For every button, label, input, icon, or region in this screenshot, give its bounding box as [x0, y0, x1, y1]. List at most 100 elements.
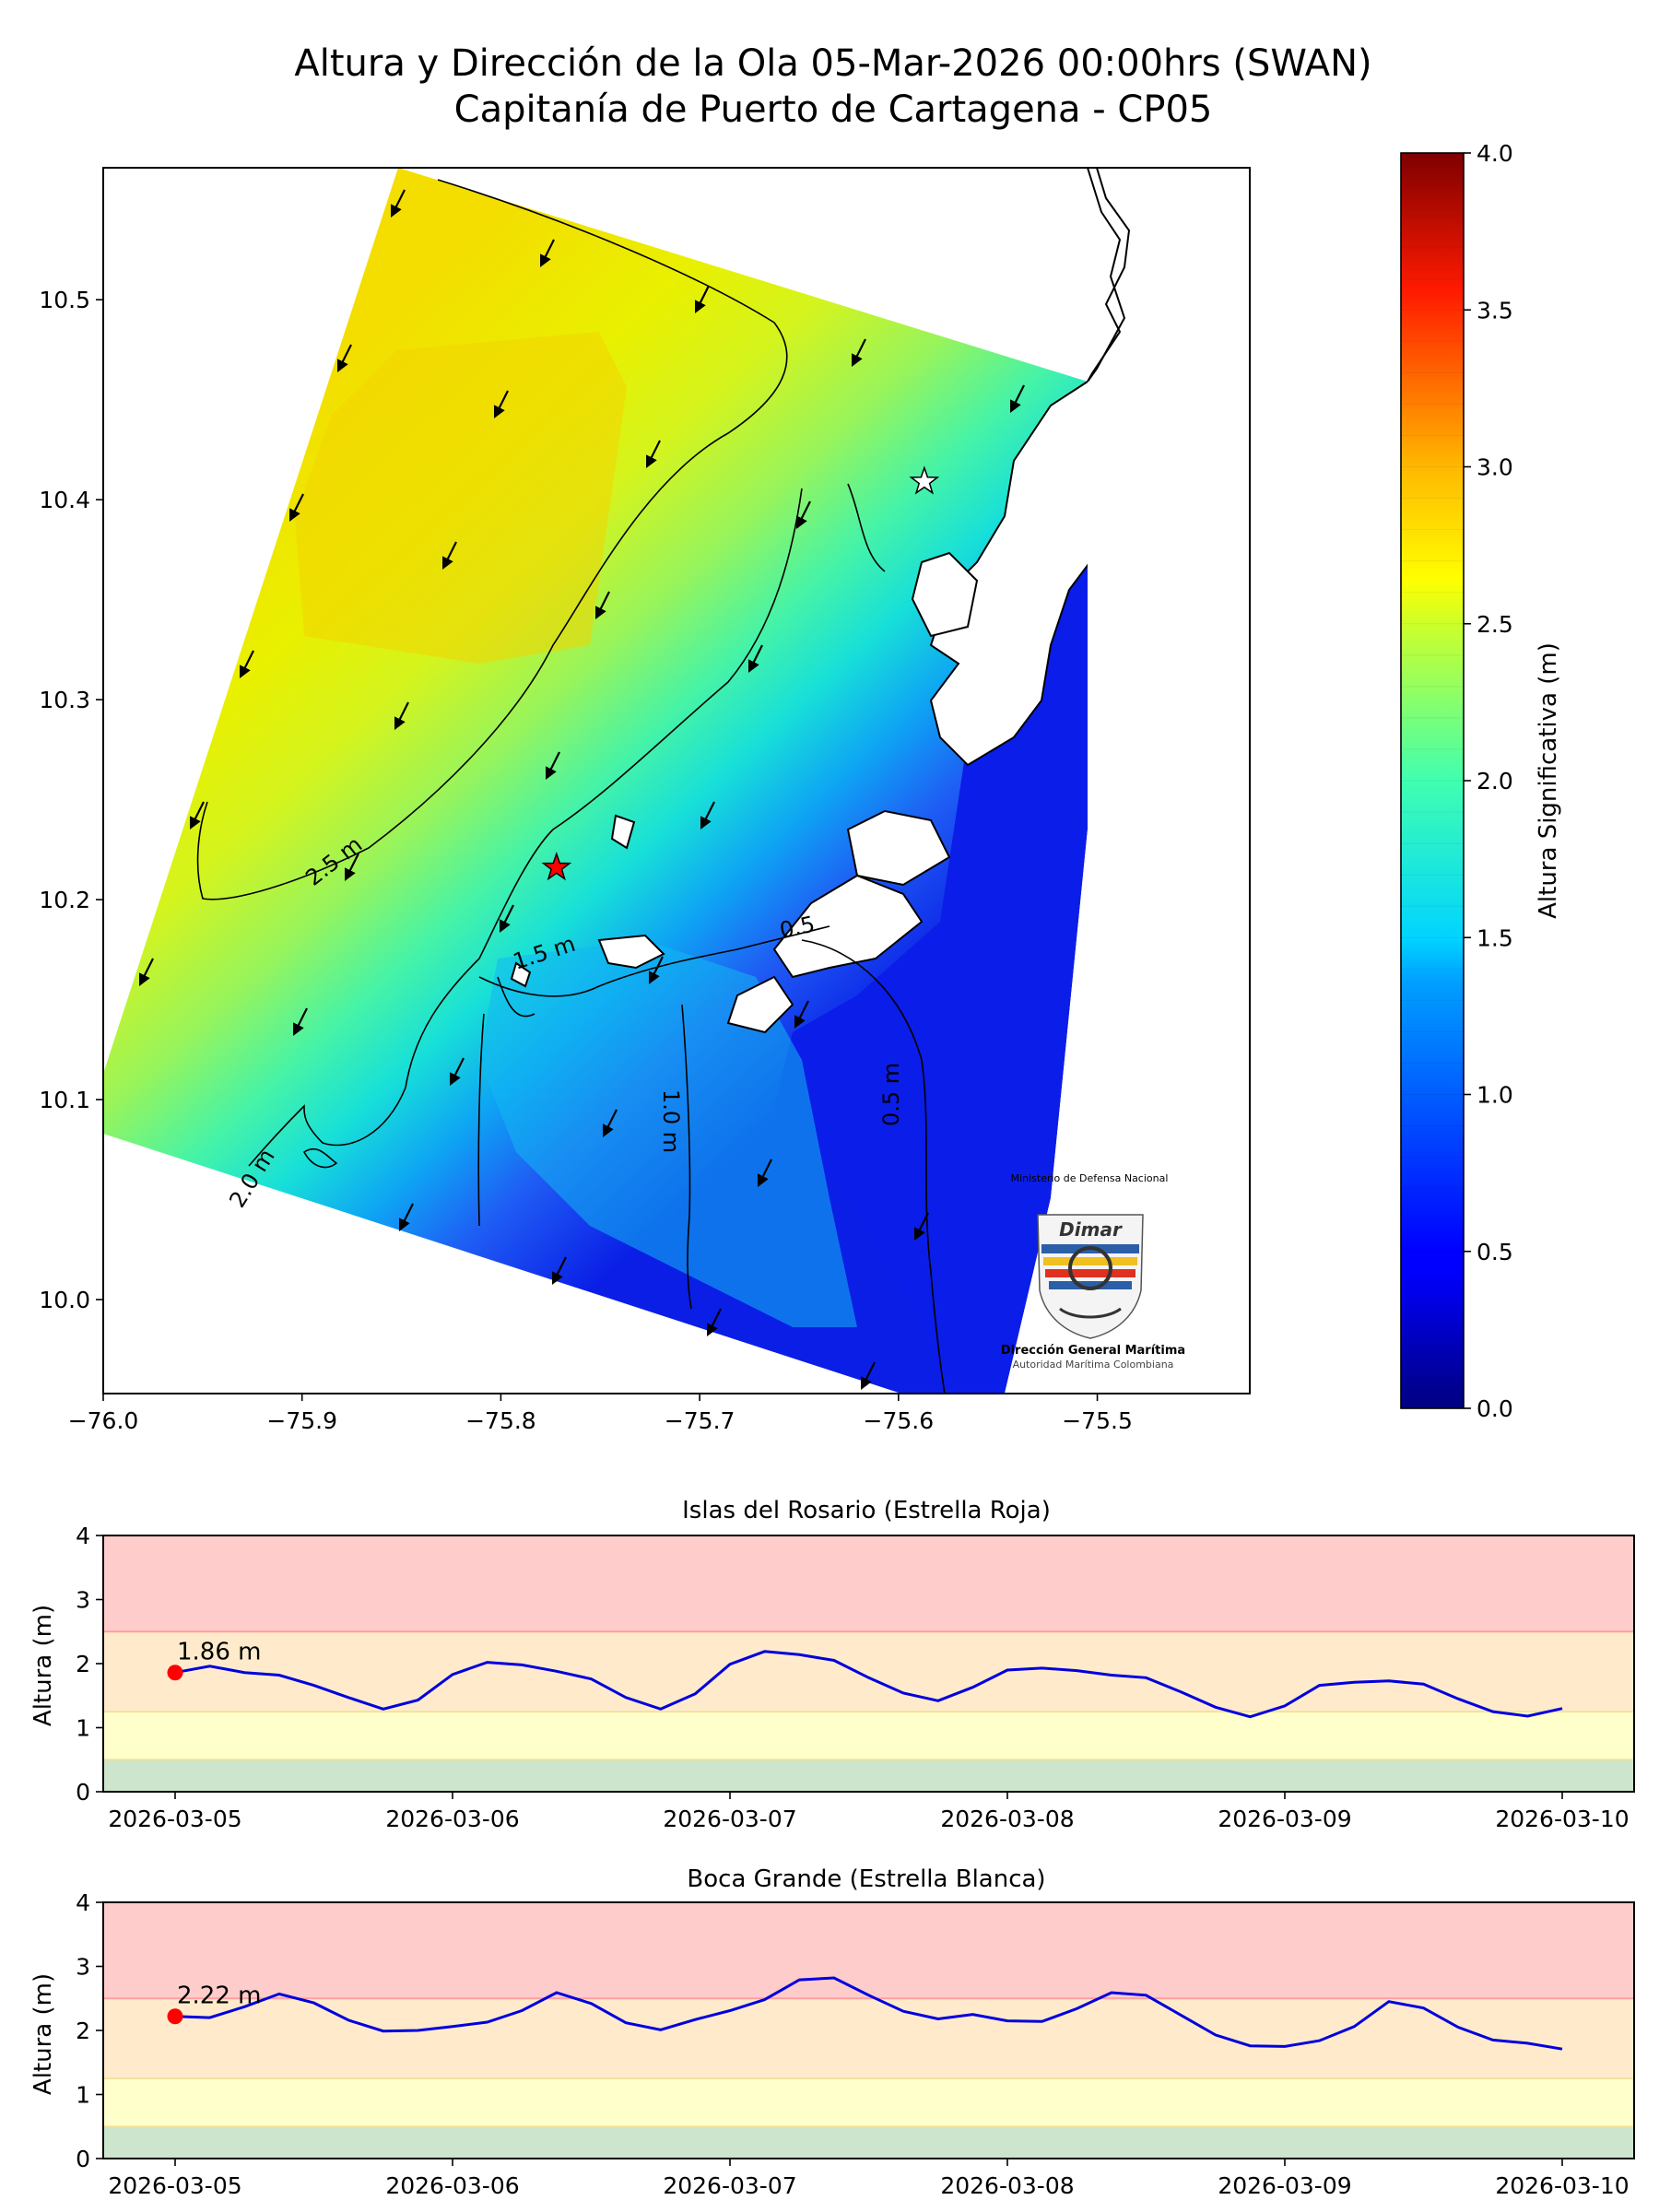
contour-1p0: [477, 1004, 692, 1310]
ts2-ylabel: Altura (m): [29, 1973, 57, 2095]
current-value-dot: [167, 2008, 183, 2025]
dimar-logo: Ministerio de Defensa Nacional Dimar Dir…: [1001, 1172, 1185, 1371]
logo-stripe-red: [1045, 1269, 1135, 1277]
colorbar-tick-label: 1.5: [1477, 924, 1513, 951]
mid-blue-region: [479, 940, 857, 1327]
direction-arrow: [695, 285, 710, 313]
direction-arrow: [595, 591, 610, 619]
xtick-label: 2026-03-09: [1218, 1806, 1351, 1832]
mainland-coast-line: [1087, 168, 1126, 382]
ts1-title: Islas del Rosario (Estrella Roja): [682, 1497, 1051, 1524]
contour-label-1p0: 1.0 m: [658, 1089, 684, 1153]
logo-stripe-yellow: [1043, 1257, 1137, 1265]
direction-arrow: [646, 440, 661, 468]
xtick-label: 2026-03-07: [663, 1806, 796, 1832]
colorbar-tick-label: 2.5: [1477, 611, 1513, 638]
direction-arrow: [399, 1203, 414, 1231]
xtick-label: 2026-03-09: [1218, 2172, 1351, 2199]
logo-anchor-ring: [1068, 1246, 1112, 1290]
wave-direction-arrows: [139, 189, 1025, 1390]
logo-brand: Dimar: [1059, 1218, 1123, 1241]
risk-band: [103, 1998, 1634, 2079]
wave-height-line: [174, 1650, 1563, 1719]
contour-1p5: [478, 925, 830, 1018]
direction-arrow: [345, 853, 359, 881]
logo-stripe-blue2: [1049, 1281, 1132, 1289]
risk-band: [103, 1902, 1634, 1999]
ytick-label: 4: [76, 1889, 90, 1916]
direction-arrow: [450, 1057, 465, 1086]
colorbar-tick-label: 3.5: [1477, 297, 1513, 324]
figure-title: Altura y Dirección de la Ola 05-Mar-2026…: [294, 42, 1371, 85]
contour-label-0p5: 0.5 m: [878, 1063, 904, 1126]
ts2-current-label: 2.22 m: [177, 1983, 261, 2010]
direction-arrow: [794, 1000, 809, 1029]
logo-name: Dirección General Marítima: [1001, 1344, 1185, 1358]
map-xtick-label: −75.6: [864, 1407, 935, 1434]
map-xtick-label: −75.7: [665, 1407, 735, 1434]
sheltered-region: [774, 382, 1088, 1394]
xtick-label: 2026-03-10: [1495, 2172, 1629, 2199]
xtick-label: 2026-03-07: [663, 2172, 796, 2199]
contour-0p5: [801, 939, 946, 1394]
xtick-label: 2026-03-08: [940, 2172, 1074, 2199]
direction-arrow: [190, 801, 205, 830]
figure-subtitle: Capitanía de Puerto de Cartagena - CP05: [454, 88, 1213, 131]
risk-band: [103, 1759, 1634, 1792]
direction-arrow: [442, 541, 457, 570]
direction-arrow: [603, 1109, 618, 1137]
map-ytick-label: 10.1: [39, 1087, 90, 1113]
direction-arrow: [758, 1159, 772, 1187]
map-ytick-label: 10.5: [39, 287, 90, 313]
direction-arrow: [240, 650, 254, 678]
direction-arrow: [748, 644, 763, 673]
ts2-title: Boca Grande (Estrella Blanca): [687, 1865, 1045, 1893]
colorbar-tick-label: 2.0: [1477, 768, 1513, 794]
direction-arrow: [707, 1308, 722, 1336]
ytick-label: 1: [76, 2082, 90, 2109]
direction-arrow: [540, 239, 555, 267]
risk-band: [103, 1712, 1634, 1760]
colorbar: 0.0 0.5 1.0 1.5 2.0 2.5 3.0 3.5 4.0 Altura Signi…: [1400, 140, 1562, 1422]
contour-2p5: [196, 179, 788, 900]
ytick-label: 0: [76, 2146, 90, 2172]
contours: [196, 179, 946, 1394]
station-star-white: [909, 465, 940, 495]
contour-2p0: [248, 483, 886, 1167]
logo-wave: [1059, 1307, 1122, 1319]
direction-arrow: [500, 904, 514, 933]
direction-arrow: [1010, 384, 1025, 413]
risk-band: [103, 2126, 1634, 2159]
ytick-label: 4: [76, 1523, 90, 1549]
ts2-plot: 0 1 2 3 4 2026-03-05 2026-03-06 2026-03-07 2026-…: [76, 1889, 1635, 2199]
colorbar-ticks: 0.0 0.5 1.0 1.5 2.0 2.5 3.0 3.5 4.0: [1464, 140, 1513, 1422]
wave-height-line: [174, 1976, 1563, 2051]
direction-arrow: [391, 189, 406, 218]
map-y-axis: 10.0 10.1 10.2 10.3 10.4 10.5: [39, 287, 103, 1313]
colorbar-scale: [1400, 152, 1465, 1409]
direction-arrow: [700, 801, 715, 830]
map-ytick-label: 10.3: [39, 687, 90, 713]
map-frame: [102, 167, 1251, 1394]
contour-small: [302, 1147, 338, 1169]
logo-top-text: Ministerio de Defensa Nacional: [1011, 1172, 1169, 1184]
xtick-label: 2026-03-06: [385, 1806, 519, 1832]
direction-arrow: [649, 956, 664, 984]
ytick-label: 3: [76, 1587, 90, 1614]
map-xtick-label: −75.5: [1062, 1407, 1133, 1434]
map-ytick-label: 10.2: [39, 887, 90, 913]
risk-band: [103, 1631, 1634, 1712]
ytick-label: 3: [76, 1954, 90, 1981]
direction-arrow: [293, 1007, 308, 1036]
xtick-label: 2026-03-05: [108, 2172, 241, 2199]
ts1-plot: 0 1 2 3 4 2026-03-05 2026-03-06 2026-03-07 2026-…: [76, 1523, 1635, 1832]
ytick-label: 2: [76, 2018, 90, 2044]
risk-band: [103, 1535, 1634, 1632]
map-x-axis: −76.0 −75.9 −75.8 −75.7 −75.6 −75.5: [68, 1394, 1133, 1434]
direction-arrow: [552, 1256, 567, 1285]
map-xtick-label: −76.0: [68, 1407, 139, 1434]
colorbar-tick-label: 0.0: [1477, 1395, 1513, 1422]
direction-arrow: [861, 1361, 876, 1390]
map-ytick-label: 10.4: [39, 487, 90, 513]
direction-arrow: [337, 344, 352, 372]
